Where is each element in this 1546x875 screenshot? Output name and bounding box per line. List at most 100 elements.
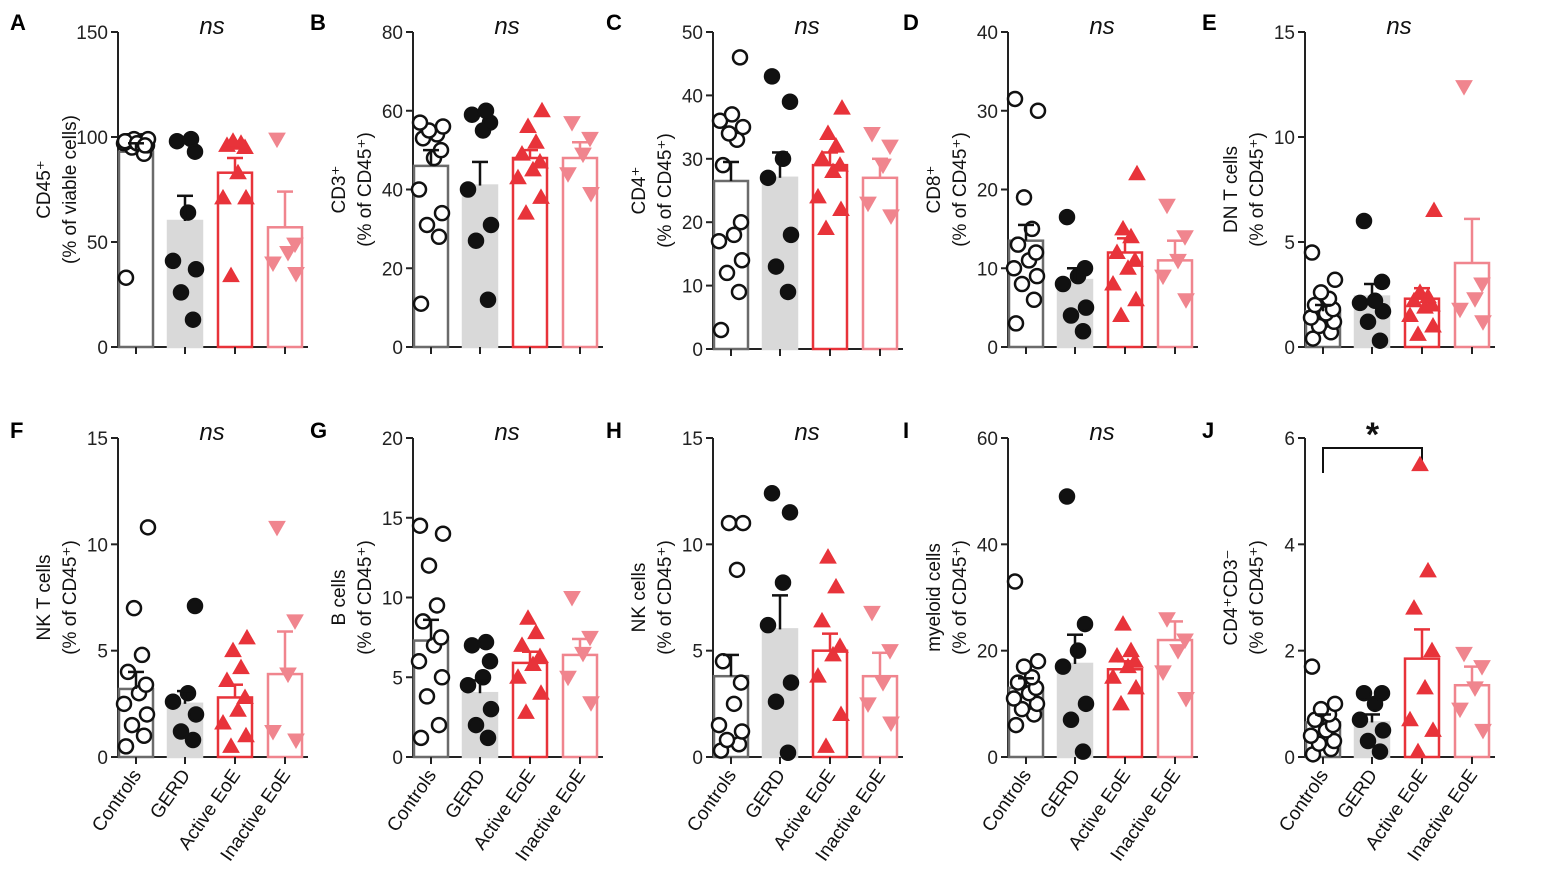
point-controls bbox=[1005, 690, 1023, 707]
point-gerd bbox=[1062, 307, 1080, 324]
point-active bbox=[531, 647, 549, 664]
point-controls bbox=[1312, 284, 1330, 301]
point-active bbox=[1423, 641, 1441, 658]
point-gerd bbox=[184, 311, 202, 328]
panel-H: H 0 5 10 15 NK cells (% of CD45⁺) ns Controls GER… bbox=[606, 418, 903, 865]
point-gerd bbox=[187, 261, 205, 278]
point-active bbox=[214, 713, 232, 730]
point-gerd bbox=[1371, 743, 1389, 760]
point-inactive bbox=[287, 733, 305, 749]
point-gerd bbox=[767, 693, 785, 710]
x-category-label: Controls bbox=[88, 766, 146, 836]
bar-gerd bbox=[166, 219, 204, 349]
point-gerd bbox=[1373, 273, 1391, 291]
panel-letter: D bbox=[903, 10, 919, 35]
point-controls bbox=[1006, 573, 1024, 590]
y-tick-label: 5 bbox=[692, 642, 703, 663]
panel-letter: G bbox=[310, 418, 327, 443]
point-active bbox=[832, 705, 850, 721]
point-controls bbox=[733, 723, 751, 740]
y-tick-label: 0 bbox=[392, 338, 403, 359]
bar-gerd bbox=[761, 628, 799, 759]
point-gerd bbox=[463, 637, 481, 654]
y-tick-label: 20 bbox=[382, 259, 403, 280]
point-gerd bbox=[1074, 323, 1092, 340]
y-tick-label: 2 bbox=[1284, 642, 1295, 663]
x-category-label: Controls bbox=[383, 766, 441, 836]
point-active bbox=[1114, 615, 1132, 631]
point-controls bbox=[1025, 291, 1043, 308]
panel-D: D 0 10 20 30 40 CD8⁺ (% of CD45⁺) ns bbox=[903, 10, 1198, 359]
point-active bbox=[224, 132, 242, 148]
point-controls bbox=[1029, 102, 1047, 119]
point-controls bbox=[728, 561, 746, 579]
point-gerd bbox=[463, 106, 481, 123]
point-controls bbox=[720, 514, 738, 532]
point-inactive bbox=[863, 126, 881, 143]
point-controls bbox=[730, 283, 748, 301]
y-axis-label-line: CD8⁺ bbox=[924, 165, 945, 213]
point-active bbox=[519, 117, 537, 133]
point-active bbox=[1401, 710, 1419, 727]
y-axis-label: CD8⁺ (% of CD45⁺) bbox=[924, 132, 971, 247]
point-active bbox=[222, 737, 240, 753]
point-active bbox=[1108, 243, 1126, 259]
point-active bbox=[524, 655, 542, 671]
point-active bbox=[527, 133, 545, 149]
y-axis-label: CD4⁺ (% of CD45⁺) bbox=[629, 133, 676, 248]
point-inactive bbox=[882, 716, 900, 732]
y-tick-label: 15 bbox=[87, 429, 108, 450]
y-axis-label-line: (% of viable cells) bbox=[60, 115, 81, 264]
bar-active bbox=[1403, 657, 1441, 759]
point-controls bbox=[1027, 244, 1045, 261]
point-inactive bbox=[1451, 702, 1469, 719]
point-inactive bbox=[286, 614, 304, 630]
point-controls bbox=[1028, 267, 1046, 285]
point-active bbox=[809, 187, 827, 204]
y-tick-label: 0 bbox=[97, 748, 108, 769]
point-controls bbox=[432, 629, 450, 646]
point-gerd bbox=[1351, 294, 1369, 312]
bar-active bbox=[811, 649, 849, 759]
point-inactive bbox=[559, 670, 577, 687]
y-tick-label: 20 bbox=[977, 181, 998, 202]
point-gerd bbox=[774, 150, 792, 168]
y-axis-label: NK cells (% of CD45⁺) bbox=[629, 540, 676, 655]
point-inactive bbox=[287, 267, 305, 283]
point-inactive bbox=[1177, 293, 1195, 309]
x-category-label: GERD bbox=[1333, 766, 1382, 823]
point-gerd bbox=[467, 232, 485, 249]
point-gerd bbox=[182, 130, 200, 148]
point-active bbox=[1409, 742, 1427, 759]
point-inactive bbox=[1176, 633, 1194, 650]
point-controls bbox=[434, 525, 452, 542]
y-tick-label: 5 bbox=[392, 668, 403, 689]
point-controls bbox=[714, 156, 732, 174]
point-controls bbox=[1015, 189, 1033, 206]
point-gerd bbox=[1359, 313, 1377, 331]
point-inactive bbox=[268, 520, 286, 537]
point-controls bbox=[710, 232, 728, 250]
y-axis-label-line: myeloid cells bbox=[924, 543, 945, 652]
point-controls bbox=[1302, 727, 1320, 744]
point-inactive bbox=[1154, 269, 1172, 286]
point-inactive bbox=[559, 167, 577, 183]
point-gerd bbox=[179, 684, 197, 702]
point-active bbox=[1112, 306, 1130, 322]
point-gerd bbox=[172, 723, 190, 740]
panel-letter: I bbox=[903, 418, 909, 443]
point-controls bbox=[712, 321, 730, 339]
point-inactive bbox=[1451, 302, 1469, 319]
point-active bbox=[236, 688, 254, 704]
point-controls bbox=[1029, 653, 1047, 670]
y-tick-label: 15 bbox=[682, 429, 703, 450]
point-inactive bbox=[581, 131, 599, 148]
point-active bbox=[1104, 668, 1122, 684]
point-active bbox=[1127, 290, 1145, 307]
point-active bbox=[519, 609, 537, 625]
y-tick-label: 10 bbox=[87, 535, 108, 556]
point-gerd bbox=[479, 729, 497, 747]
point-inactive bbox=[563, 591, 581, 607]
point-inactive bbox=[1455, 646, 1473, 663]
